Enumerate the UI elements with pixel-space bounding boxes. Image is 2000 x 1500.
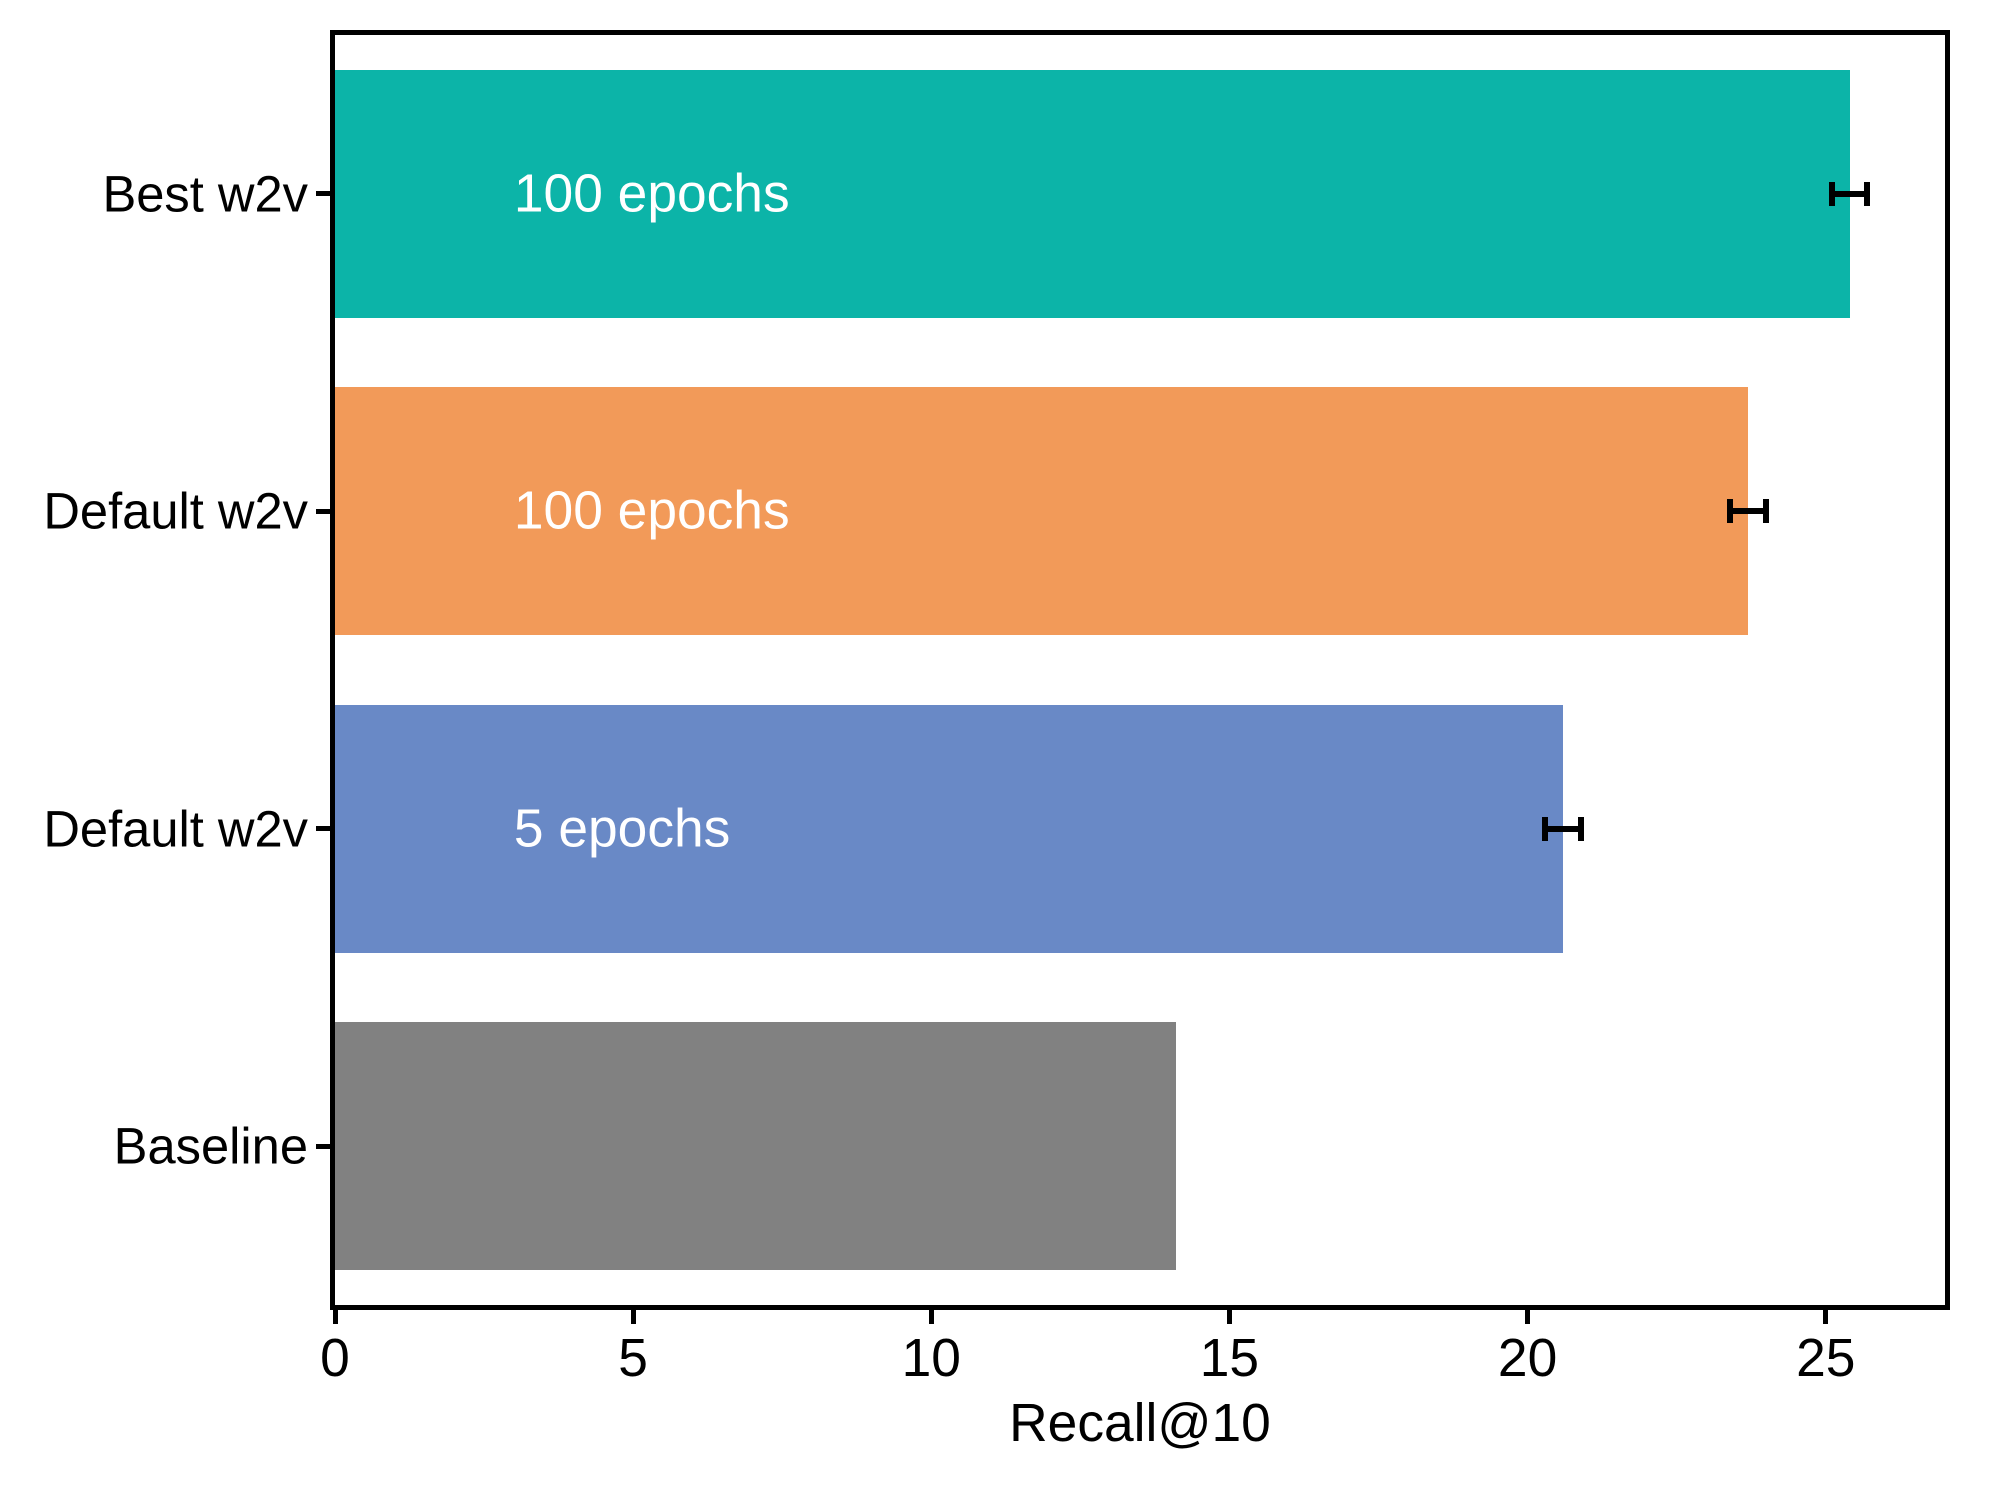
x-tick-mark [1823, 1310, 1828, 1324]
x-axis-title: Recall@10 [1009, 1393, 1271, 1454]
x-tick-mark [631, 1310, 636, 1324]
error-cap [1829, 182, 1835, 206]
y-tick-mark [316, 1144, 330, 1149]
y-tick-mark [316, 191, 330, 196]
y-tick-mark [316, 826, 330, 831]
x-tick-mark [1525, 1310, 1530, 1324]
x-tick-label: 5 [618, 1328, 648, 1389]
y-tick-label: Default w2v [43, 482, 308, 541]
bar-inner-label: 100 epochs [514, 481, 790, 542]
x-tick-mark [333, 1310, 338, 1324]
error-bar [1730, 508, 1766, 514]
bar-inner-label: 100 epochs [514, 163, 790, 224]
error-cap [1763, 499, 1769, 523]
x-tick-mark [929, 1310, 934, 1324]
x-tick-label: 15 [1200, 1328, 1259, 1389]
error-cap [1578, 817, 1584, 841]
x-tick-label: 20 [1498, 1328, 1557, 1389]
error-cap [1542, 817, 1548, 841]
error-bar [1832, 191, 1868, 197]
x-tick-label: 25 [1796, 1328, 1855, 1389]
bar-inner-label: 5 epochs [514, 798, 730, 859]
x-tick-label: 10 [902, 1328, 961, 1389]
error-bar [1545, 826, 1581, 832]
x-tick-label: 0 [320, 1328, 350, 1389]
bar [335, 1022, 1176, 1270]
y-tick-label: Default w2v [43, 799, 308, 858]
y-tick-label: Baseline [114, 1117, 308, 1176]
error-cap [1727, 499, 1733, 523]
x-tick-mark [1227, 1310, 1232, 1324]
error-cap [1864, 182, 1870, 206]
y-tick-label: Best w2v [102, 164, 308, 223]
chart-container: 5 epochs 100 epochs 100 epochs Baseline Def… [0, 0, 2000, 1500]
y-tick-mark [316, 509, 330, 514]
